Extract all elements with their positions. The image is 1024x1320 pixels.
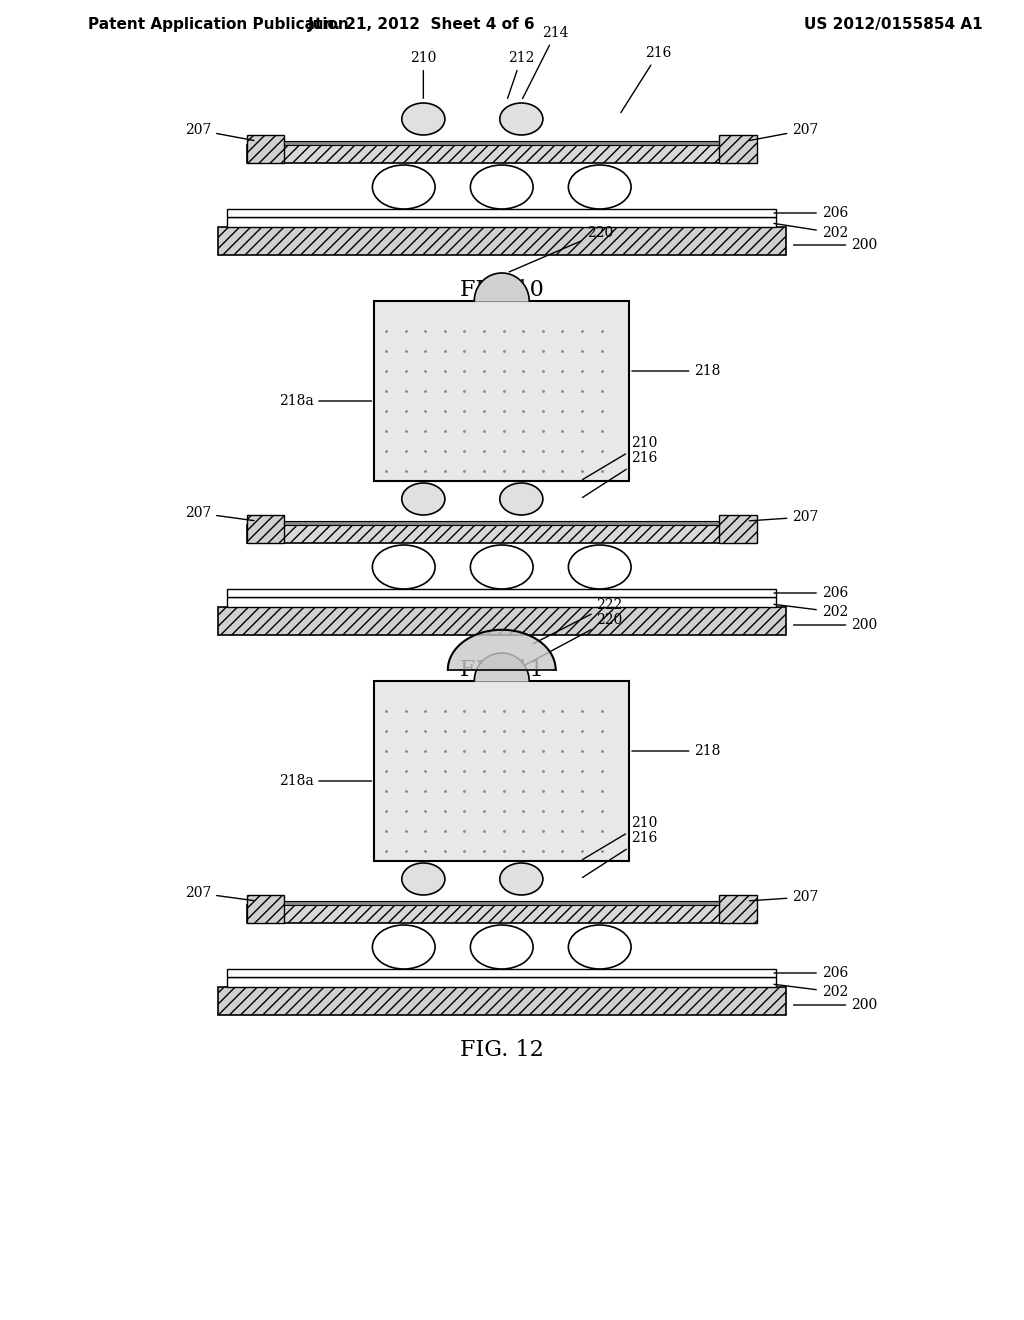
Text: 207: 207 — [750, 890, 819, 904]
Polygon shape — [474, 273, 529, 301]
Bar — [719, 895, 757, 923]
Ellipse shape — [373, 925, 435, 969]
Text: 214: 214 — [522, 26, 569, 99]
Bar — [247, 906, 757, 923]
Text: 207: 207 — [184, 886, 254, 900]
Ellipse shape — [568, 165, 631, 209]
Bar — [227, 977, 776, 987]
Text: 206: 206 — [774, 966, 848, 979]
Text: 216: 216 — [621, 46, 672, 112]
Text: 207: 207 — [184, 123, 254, 140]
Text: 207: 207 — [750, 123, 819, 140]
Bar — [247, 895, 285, 923]
Ellipse shape — [568, 925, 631, 969]
Bar — [247, 515, 285, 543]
Bar — [227, 216, 776, 227]
Ellipse shape — [401, 483, 444, 515]
Polygon shape — [447, 630, 556, 669]
Text: 200: 200 — [794, 238, 878, 252]
Bar — [227, 589, 776, 597]
Bar — [247, 525, 757, 543]
Ellipse shape — [500, 103, 543, 135]
Bar — [217, 987, 786, 1015]
Bar — [719, 515, 757, 543]
Ellipse shape — [470, 545, 534, 589]
Ellipse shape — [401, 103, 444, 135]
Bar — [227, 209, 776, 216]
Bar — [375, 301, 629, 480]
Bar — [375, 681, 629, 861]
Bar — [227, 597, 776, 607]
Ellipse shape — [373, 165, 435, 209]
Text: 218a: 218a — [279, 393, 372, 408]
Bar — [719, 135, 757, 162]
Bar — [217, 607, 786, 635]
Ellipse shape — [568, 545, 631, 589]
Text: 200: 200 — [794, 618, 878, 632]
Ellipse shape — [470, 925, 534, 969]
Text: 222: 222 — [534, 598, 623, 644]
Ellipse shape — [401, 863, 444, 895]
Text: 202: 202 — [774, 605, 848, 619]
Text: 216: 216 — [583, 451, 657, 498]
Text: FIG. 10: FIG. 10 — [460, 279, 544, 301]
Bar — [285, 521, 719, 525]
Text: 202: 202 — [774, 985, 848, 999]
Text: 210: 210 — [411, 51, 436, 98]
Text: 220: 220 — [509, 226, 612, 272]
Text: 206: 206 — [774, 206, 848, 220]
Text: Jun. 21, 2012  Sheet 4 of 6: Jun. 21, 2012 Sheet 4 of 6 — [307, 17, 536, 33]
Text: 216: 216 — [583, 832, 657, 878]
Ellipse shape — [500, 483, 543, 515]
Text: 220: 220 — [524, 612, 623, 665]
Text: 200: 200 — [794, 998, 878, 1012]
Ellipse shape — [500, 863, 543, 895]
Text: 210: 210 — [583, 436, 657, 479]
Text: FIG. 11: FIG. 11 — [460, 659, 544, 681]
Bar — [247, 135, 285, 162]
Text: 207: 207 — [750, 510, 819, 524]
Text: 210: 210 — [583, 816, 657, 859]
Bar — [217, 227, 786, 255]
Ellipse shape — [470, 165, 534, 209]
Bar — [285, 902, 719, 906]
Text: 206: 206 — [774, 586, 848, 601]
Bar — [227, 969, 776, 977]
Text: 202: 202 — [774, 223, 848, 240]
Polygon shape — [474, 653, 529, 681]
Text: US 2012/0155854 A1: US 2012/0155854 A1 — [804, 17, 982, 33]
Text: 218a: 218a — [279, 774, 372, 788]
Text: FIG. 12: FIG. 12 — [460, 1039, 544, 1061]
Text: 218: 218 — [632, 744, 721, 758]
Bar — [247, 145, 757, 162]
Text: 212: 212 — [508, 51, 535, 99]
Text: Patent Application Publication: Patent Application Publication — [88, 17, 349, 33]
Text: 207: 207 — [184, 506, 254, 520]
Bar — [285, 141, 719, 145]
Text: 218: 218 — [632, 364, 721, 378]
Ellipse shape — [373, 545, 435, 589]
